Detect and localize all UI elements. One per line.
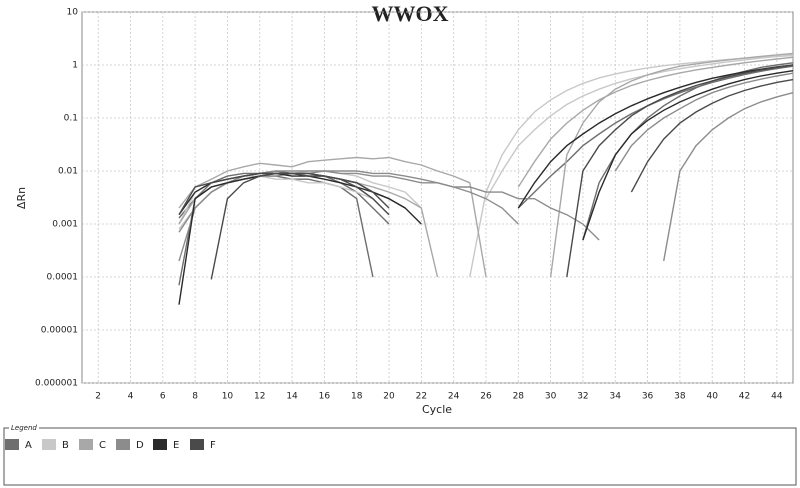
x-tick-label: 8 bbox=[192, 392, 198, 402]
x-tick-label: 16 bbox=[319, 392, 331, 402]
chart-title: WWOX bbox=[372, 1, 449, 26]
x-tick-label: 18 bbox=[351, 392, 363, 402]
y-axis-label: ΔRn bbox=[15, 187, 28, 209]
y-tick-label: 0.01 bbox=[58, 167, 78, 177]
y-tick-label: 0.00001 bbox=[41, 326, 78, 336]
x-tick-label: 6 bbox=[160, 392, 166, 402]
x-tick-label: 20 bbox=[383, 392, 395, 402]
y-tick-label: 0.001 bbox=[52, 220, 78, 230]
y-tick-label: 10 bbox=[67, 8, 79, 18]
legend-swatch bbox=[153, 439, 167, 450]
y-tick-label: 0.1 bbox=[64, 114, 78, 124]
legend-swatch bbox=[42, 439, 56, 450]
x-tick-label: 10 bbox=[222, 392, 234, 402]
legend-label: D bbox=[136, 440, 144, 451]
x-tick-label: 2 bbox=[95, 392, 101, 402]
legend-label: B bbox=[62, 440, 69, 451]
legend-label: E bbox=[173, 440, 179, 451]
amplification-curve bbox=[178, 64, 794, 278]
amplification-curve bbox=[178, 52, 794, 278]
x-tick-label: 36 bbox=[642, 392, 654, 402]
x-tick-label: 12 bbox=[254, 392, 265, 402]
x-tick-label: 40 bbox=[706, 392, 718, 402]
legend-swatch bbox=[116, 439, 130, 450]
legend-box bbox=[3, 427, 797, 486]
x-tick-label: 22 bbox=[416, 392, 427, 402]
legend-label: F bbox=[210, 440, 216, 451]
x-tick-label: 32 bbox=[577, 392, 588, 402]
x-axis-label: Cycle bbox=[422, 403, 452, 416]
legend-swatch bbox=[79, 439, 93, 450]
y-tick-label: 1 bbox=[72, 61, 78, 71]
x-tick-label: 4 bbox=[128, 392, 134, 402]
legend-title: Legend bbox=[11, 424, 37, 432]
x-tick-label: 34 bbox=[610, 392, 622, 402]
amplification-curve bbox=[210, 78, 794, 280]
x-tick-label: 14 bbox=[286, 392, 298, 402]
x-tick-label: 38 bbox=[674, 392, 686, 402]
x-tick-label: 42 bbox=[739, 392, 750, 402]
legend-swatch bbox=[5, 439, 19, 450]
x-tick-label: 30 bbox=[545, 392, 557, 402]
y-tick-label: 0.000001 bbox=[35, 379, 78, 389]
legend-title-bg bbox=[9, 423, 39, 433]
y-tick-label: 0.0001 bbox=[47, 273, 79, 283]
x-tick-label: 24 bbox=[448, 392, 460, 402]
legend-label: A bbox=[25, 440, 32, 451]
legend-swatch bbox=[190, 439, 204, 450]
x-tick-label: 26 bbox=[480, 392, 492, 402]
x-tick-label: 28 bbox=[513, 392, 525, 402]
x-tick-label: 44 bbox=[771, 392, 783, 402]
legend-label: C bbox=[99, 440, 106, 451]
